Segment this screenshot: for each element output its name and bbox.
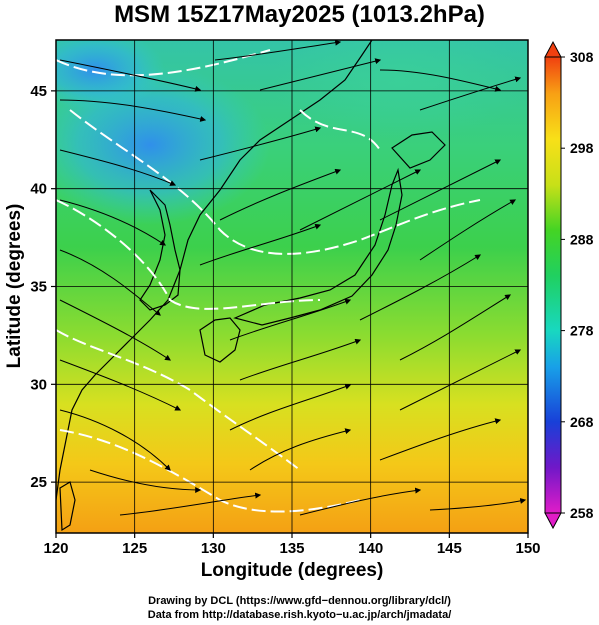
x-axis-label: Longitude (degrees) [201,560,384,581]
y-tick-label: 40 [30,181,47,198]
y-axis-ticks: 25 30 35 40 45 [30,83,56,491]
colorbar-top-arrow [544,40,562,58]
lat-lon-grid [56,40,528,533]
colorbar-bottom-arrow [544,512,562,530]
x-tick-label: 120 [43,540,68,557]
chart-title: MSM 15Z17May2025 (1013.2hPa) [114,1,485,28]
colorbar-scale [544,56,562,514]
japan-kyushu-coast [199,317,241,363]
temperature-field [56,40,528,533]
colorbar-tick-label: 298 [570,140,594,156]
x-tick-label: 135 [279,540,304,557]
coastlines [56,40,446,532]
y-axis-label: Latitude (degrees) [4,204,25,369]
y-tick-label: 30 [30,376,47,393]
x-tick-label: 140 [358,540,383,557]
y-tick-label: 25 [30,474,47,491]
colorbar-tick-label: 278 [570,323,594,339]
credit-drawing: Drawing by DCL (https://www.gfd−dennou.o… [148,595,451,607]
x-tick-label: 130 [201,540,226,557]
x-tick-label: 125 [122,540,147,557]
japan-honshu-coast [233,167,403,326]
colorbar-ticks: 308 298 288 278 268 258 [561,49,594,521]
wind-streamlines [59,40,527,516]
korea-coast [139,189,181,311]
taiwan-coast [59,481,76,532]
x-axis-ticks: 120 125 130 135 140 145 150 [43,533,541,557]
y-tick-label: 45 [30,83,47,100]
colorbar-tick-label: 308 [570,49,594,65]
colorbar-tick-label: 288 [570,231,594,247]
japan-hokkaido-coast [391,131,446,169]
isotherms [56,49,481,513]
credit-data: Data from http://database.rish.kyoto−u.a… [147,609,452,621]
x-tick-label: 150 [515,540,540,557]
colorbar: 308 298 288 278 268 258 [544,40,594,530]
china-coast [56,40,373,501]
y-tick-label: 35 [30,279,47,296]
x-tick-label: 145 [437,540,462,557]
colorbar-tick-label: 258 [570,505,594,521]
colorbar-tick-label: 268 [570,414,594,430]
